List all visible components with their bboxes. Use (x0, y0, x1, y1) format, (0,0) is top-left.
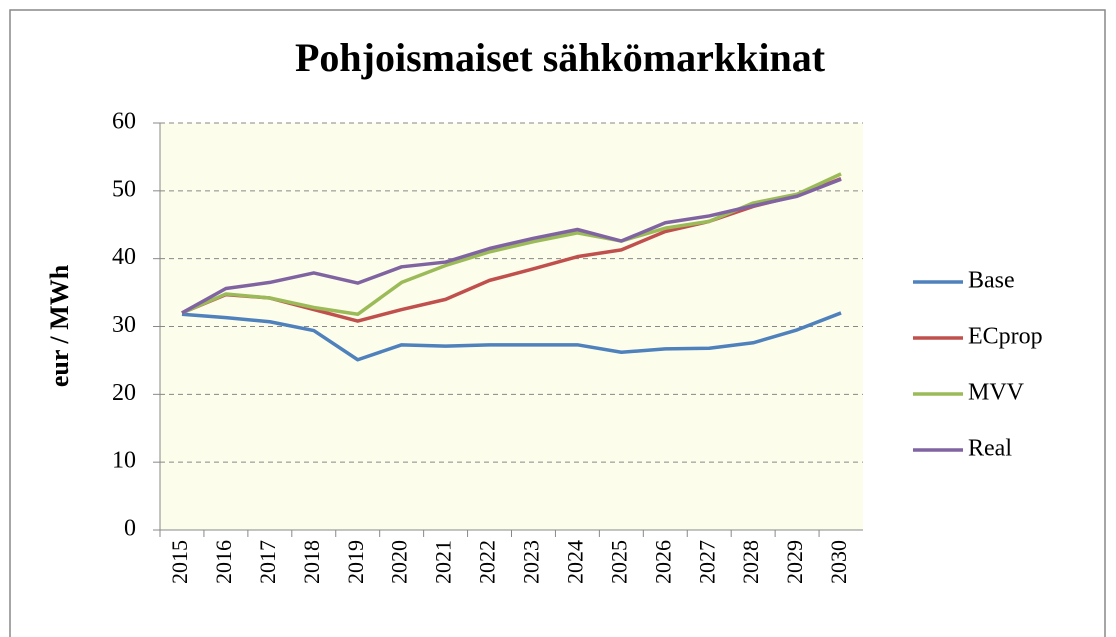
x-tick-label: 2026 (650, 540, 675, 584)
x-tick-label: 2020 (387, 540, 412, 584)
y-tick-label: 60 (112, 109, 136, 135)
legend-label: ECprop (968, 324, 1043, 350)
legend-label: Base (968, 268, 1015, 294)
y-tick-label: 20 (112, 380, 136, 406)
y-tick-label: 40 (112, 244, 136, 270)
legend-label: Real (968, 436, 1012, 462)
legend-label: MVV (968, 380, 1025, 406)
x-tick-label: 2025 (606, 540, 631, 584)
x-tick-label: 2015 (167, 540, 192, 584)
x-tick-label: 2029 (782, 540, 807, 584)
x-tick-label: 2022 (475, 540, 500, 584)
x-tick-label: 2030 (826, 540, 851, 584)
series-line (181, 311, 842, 362)
y-tick-label: 50 (112, 176, 136, 202)
y-tick-label: 30 (112, 312, 136, 338)
x-tick-label: 2023 (519, 540, 544, 584)
x-tick-label: 2017 (255, 540, 280, 584)
y-tick-label: 0 (124, 516, 136, 542)
x-tick-label: 2018 (299, 540, 324, 584)
x-tick-label: 2016 (211, 540, 236, 584)
y-tick-label: 10 (112, 448, 136, 474)
x-tick-label: 2027 (694, 540, 719, 584)
x-tick-label: 2021 (431, 540, 456, 584)
x-tick-label: 2024 (562, 540, 587, 584)
x-tick-label: 2019 (343, 540, 368, 584)
series-line (181, 177, 842, 315)
chart-title: Pohjoismaiset sähkömarkkinat (295, 35, 826, 80)
y-axis-label: eur / MWh (45, 264, 74, 387)
x-tick-label: 2028 (738, 540, 763, 584)
